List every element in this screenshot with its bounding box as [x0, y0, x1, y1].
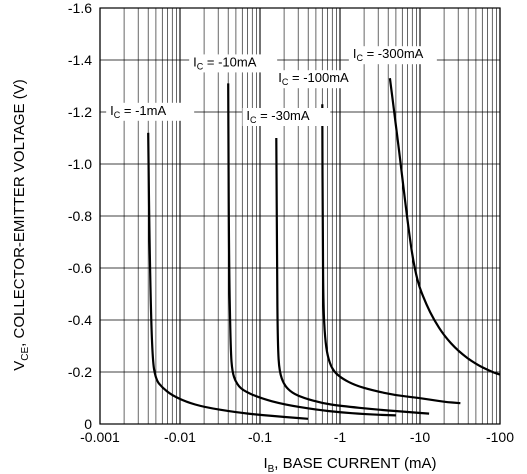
series-line-4	[321, 104, 461, 405]
x-tick-label: -10	[410, 429, 430, 445]
series-label-2: IC = -10mA	[189, 54, 278, 73]
y-tick-labels: 0 -0.2 -0.4 -0.6 -0.8 -1.0 -1.2 -1.4 -1.6	[68, 0, 92, 432]
svg-text:IC = -30mA: IC = -30mA	[246, 108, 310, 125]
y-tick-label: 0	[84, 416, 92, 432]
svg-text:IC = -100mA: IC = -100mA	[278, 70, 349, 87]
svg-text:IC = -300mA: IC = -300mA	[353, 46, 424, 63]
series-label-5: IC = -300mA	[348, 46, 437, 65]
series-line-3	[275, 137, 430, 415]
y-tick-label: -1.6	[68, 0, 92, 16]
x-tick-label: -0.01	[164, 429, 196, 445]
series-line-2	[227, 83, 396, 417]
x-tick-label: -0.1	[248, 429, 272, 445]
y-tick-label: -0.4	[68, 312, 92, 328]
series-label-background	[242, 108, 331, 126]
y-tick-label: -0.8	[68, 208, 92, 224]
x-tick-label: -1	[334, 429, 347, 445]
series-label-1: IC = -1mA	[106, 102, 195, 121]
plot-frame	[99, 7, 501, 425]
y-axis-title: VCE, COLLECTOR-EMITTER VOLTAGE (V)	[11, 79, 31, 370]
y-tick-label: -1.2	[68, 104, 92, 120]
y-tick-label: -0.2	[68, 364, 92, 380]
series-layer	[147, 78, 501, 420]
svg-text:IC = -10mA: IC = -10mA	[193, 54, 257, 71]
series-label-background	[106, 102, 195, 121]
series-line-5	[388, 78, 501, 376]
svg-text:IC = -1mA: IC = -1mA	[110, 103, 166, 120]
series-label-4: IC = -100mA	[274, 70, 363, 89]
series-label-background	[348, 46, 437, 65]
series-label-background	[189, 54, 278, 73]
y-tick-label: -1.4	[68, 52, 92, 68]
series-label-3: IC = -30mA	[242, 108, 331, 126]
x-tick-label: -100	[486, 429, 514, 445]
series-label-background	[274, 70, 363, 89]
series-line-1	[147, 132, 309, 420]
x-tick-labels: -0.001 -0.01 -0.1 -1 -10 -100	[80, 429, 514, 445]
x-axis-title: IB, BASE CURRENT (mA)	[263, 455, 436, 474]
labels-layer: IC = -1mA IC = -10mA IC = -30mA IC = -100mA…	[106, 46, 437, 126]
y-tick-label: -1.0	[68, 156, 92, 172]
x-tick-label: -0.001	[80, 429, 120, 445]
y-tick-label: -0.6	[68, 260, 92, 276]
